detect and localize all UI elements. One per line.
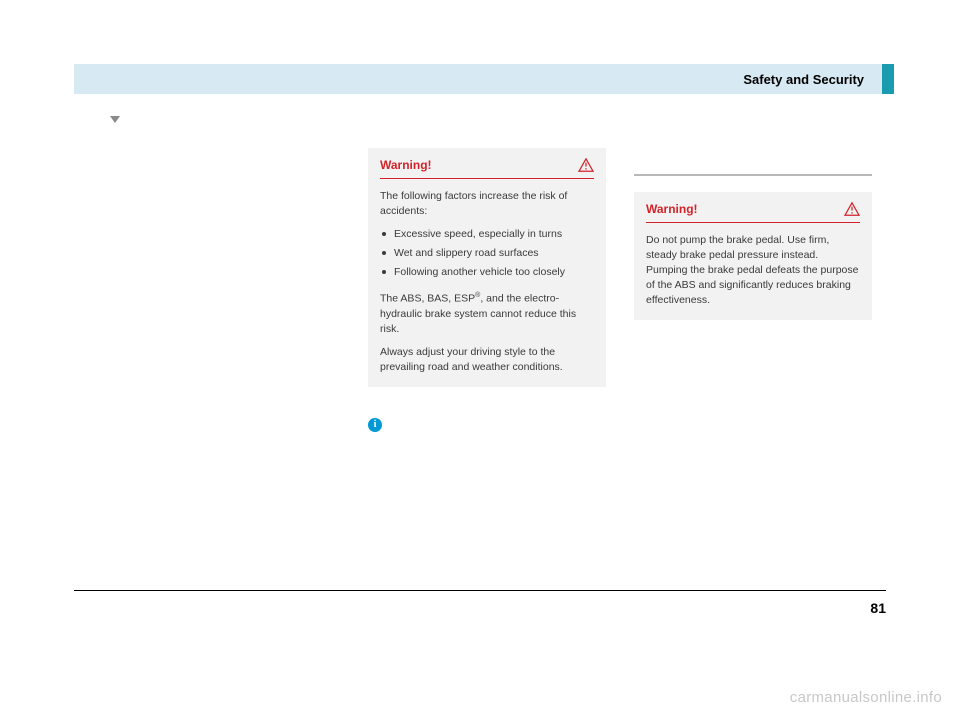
page-number: 81 [870,600,886,616]
warning-bullet: Wet and slippery road surfaces [380,246,594,261]
warning-title: Warning! [646,202,698,216]
info-icon: i [368,418,382,432]
header-title: Safety and Security [743,72,864,87]
warning-triangle-icon [578,158,594,172]
warning-title: Warning! [380,158,432,172]
warning-intro: The following factors increase the risk … [380,189,594,219]
warning-bullet: Following another vehicle too closely [380,265,594,280]
warning-para-systems: The ABS, BAS, ESP®, and the electro-hydr… [380,288,594,337]
manual-page: Safety and Security Driving safety syste… [0,0,960,720]
section-title: Driving safety systems [125,112,256,126]
warning-box-pump: Warning! Do not pump the brake pedal. Us… [634,192,872,320]
warning-box-factors: Warning! The following factors increase … [368,148,606,387]
section-tab-marker [882,64,894,94]
warning-bullet: Excessive speed, especially in turns [380,227,594,242]
warning-pump-text: Do not pump the brake pedal. Use firm, s… [646,233,860,308]
watermark: carmanualsonline.info [790,689,942,706]
warning-body: The following factors increase the risk … [380,189,594,375]
footer-divider [74,590,886,591]
info-text: In winter operation, the maximum effecti… [386,418,604,478]
warning-bullet-list: Excessive speed, especially in turns Wet… [380,227,594,280]
warning-para-adjust: Always adjust your driving style to the … [380,345,594,375]
warning-header: Warning! [646,202,860,223]
warning-body: Do not pump the brake pedal. Use firm, s… [646,233,860,308]
abs-heading: ABS [634,150,659,164]
warning-triangle-icon [844,202,860,216]
warning-header: Warning! [380,158,594,179]
section-divider [634,174,872,176]
section-arrow-icon [110,116,120,123]
